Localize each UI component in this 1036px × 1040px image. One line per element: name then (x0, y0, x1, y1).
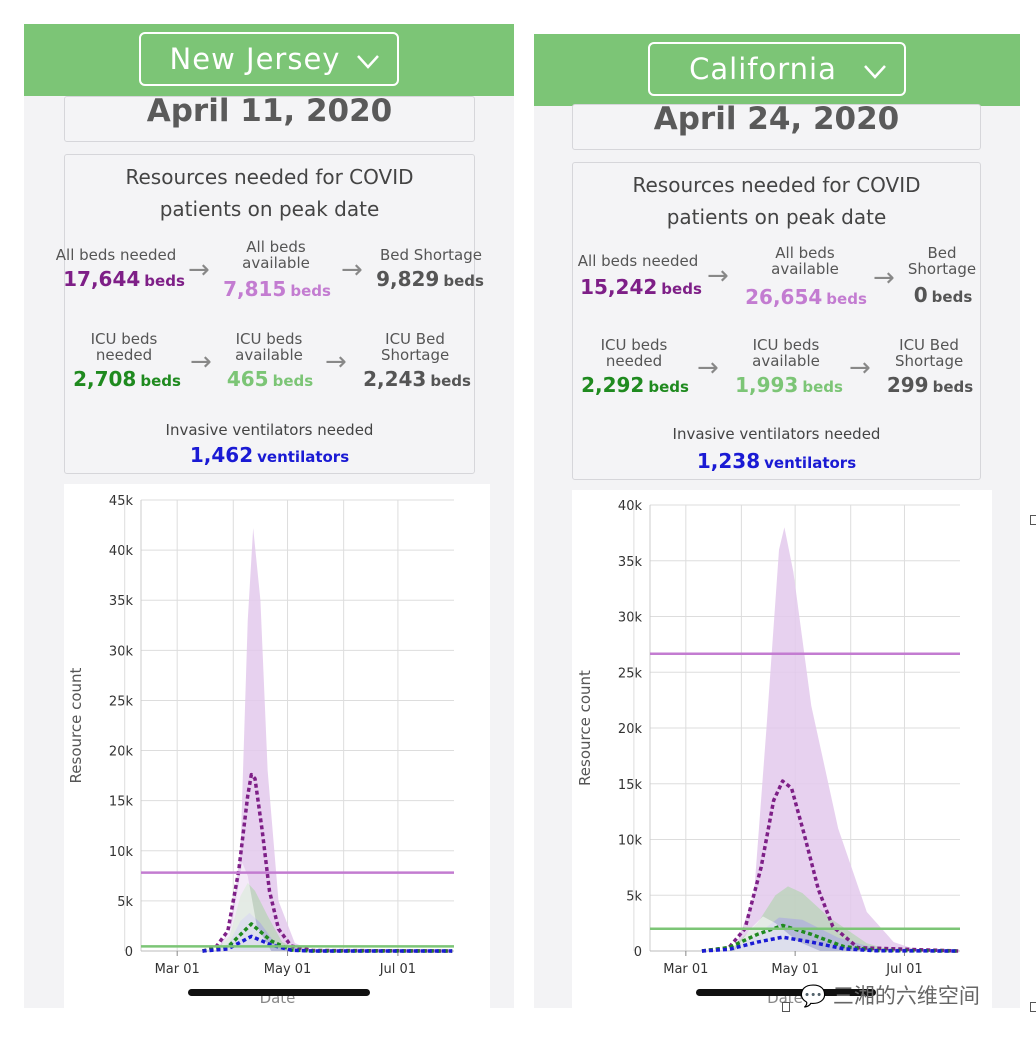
y-tick-label: 45k (109, 494, 134, 509)
resources-title: Resources needed for COVID patients on p… (632, 173, 921, 229)
all-beds-needed-label: All beds needed (577, 252, 699, 270)
icu-bed-shortage-label: ICU Bed Shortage (895, 336, 964, 370)
state-dropdown[interactable]: New Jersey (139, 32, 399, 86)
all-beds-available-value: 7,815 beds (223, 277, 331, 301)
ventilators-value: 1,238 ventilators (696, 449, 857, 473)
peak-date-card: April 11, 2020 (64, 93, 475, 142)
series-ventilators-needed (202, 934, 453, 953)
x-tick-label: Jul 01 (885, 962, 922, 977)
edge-mark (1030, 515, 1036, 525)
ventilators-label: Invasive ventilators needed (672, 425, 881, 443)
y-tick-label: 15k (109, 795, 134, 810)
y-tick-label: 0 (125, 945, 133, 960)
chevron-down-icon (864, 65, 886, 79)
panel-california: California April 24, 2020 Resources need… (534, 34, 1020, 1008)
all-beds-needed-value: 17,644 beds (63, 267, 185, 291)
series-ventilators-needed (701, 935, 959, 953)
icu-bed-shortage-value: 299 beds (886, 373, 974, 397)
y-tick-label: 10k (109, 845, 134, 860)
x-tick-label: Mar 01 (663, 962, 708, 977)
arrow-right-icon: → (190, 347, 212, 377)
home-indicator (696, 989, 876, 996)
y-tick-label: 10k (618, 834, 643, 849)
y-tick-label: 40k (618, 499, 643, 514)
y-tick-label: 35k (109, 594, 134, 609)
all-beds-available-value: 26,654 beds (745, 285, 867, 309)
state-dropdown[interactable]: California (648, 42, 906, 96)
state-dropdown-label: California (689, 52, 837, 86)
icu-beds-available-value: 465 beds (226, 367, 314, 391)
all-beds-available-label: All beds available (771, 244, 839, 278)
peak-date: April 11, 2020 (146, 93, 393, 129)
y-tick-label: 5k (117, 895, 133, 910)
all-beds-needed-value: 15,242 beds (580, 275, 702, 299)
ventilators-value: 1,462 ventilators (189, 443, 350, 467)
chevron-down-icon (357, 55, 379, 69)
icu-bed-shortage-label: ICU Bed Shortage (381, 330, 450, 364)
arrow-right-icon: → (873, 263, 895, 293)
icu-beds-needed-value: 2,292 beds (581, 373, 689, 397)
y-tick-label: 30k (618, 611, 643, 626)
bed-shortage-label: Bed Shortage (379, 246, 482, 264)
arrow-right-icon: → (341, 255, 363, 285)
y-tick-label: 35k (618, 555, 643, 570)
chat-bubble-icon: 💬 (800, 984, 827, 1008)
watermark-text: 三湘的六维空间 (832, 984, 980, 1008)
bed-shortage-value: 0 beds (913, 283, 973, 307)
state-dropdown-label: New Jersey (169, 42, 341, 76)
x-tick-label: Jul 01 (379, 962, 416, 977)
x-tick-label: May 01 (264, 962, 312, 977)
icu-beds-available-value: 1,993 beds (735, 373, 843, 397)
panel-new-jersey: New Jersey April 11, 2020 Resources need… (24, 24, 514, 1008)
uncertainty-band (734, 527, 921, 951)
resources-title: Resources needed for COVID patients on p… (125, 165, 414, 221)
y-tick-label: 15k (618, 778, 643, 793)
arrow-right-icon: → (188, 255, 210, 285)
arrow-right-icon: → (707, 261, 729, 291)
home-indicator (188, 989, 370, 996)
edge-mark (782, 1002, 790, 1012)
uncertainty-band (734, 916, 821, 951)
series-icu-beds-needed (202, 922, 453, 953)
arrow-right-icon: → (325, 347, 347, 377)
y-tick-label: 30k (109, 644, 134, 659)
icu-bed-shortage-value: 2,243 beds (363, 367, 471, 391)
x-tick-label: May 01 (771, 962, 819, 977)
arrow-right-icon: → (849, 353, 871, 383)
y-axis-label: Resource count (576, 670, 594, 786)
icu-beds-needed-label: ICU beds needed (600, 336, 668, 370)
x-tick-label: Mar 01 (155, 962, 200, 977)
y-tick-label: 20k (618, 722, 643, 737)
y-tick-label: 25k (109, 694, 134, 709)
icu-beds-available-label: ICU beds available (752, 336, 820, 370)
y-axis-label: Resource count (67, 667, 85, 783)
icu-beds-needed-label: ICU beds needed (90, 330, 158, 364)
peak-date-card: April 24, 2020 (572, 101, 981, 150)
edge-mark (1030, 1002, 1036, 1012)
y-tick-label: 0 (634, 945, 642, 960)
resources-card: Resources needed for COVID patients on p… (572, 162, 981, 480)
watermark: 💬 三湘的六维空间 (800, 980, 980, 1010)
chart-new-jersey: 0 5k 10k 15k 20k 25k 30k 35k 40k 45k Mar 01 May 01 J… (67, 494, 454, 1007)
ventilators-label: Invasive ventilators needed (165, 421, 374, 439)
all-beds-needed-label: All beds needed (55, 246, 177, 264)
bed-shortage-label: Bed Shortage (907, 244, 977, 278)
icu-beds-needed-value: 2,708 beds (73, 367, 181, 391)
all-beds-available-label: All beds available (242, 238, 310, 272)
icu-beds-available-label: ICU beds available (235, 330, 303, 364)
y-tick-label: 20k (109, 745, 134, 760)
resources-card: Resources needed for COVID patients on p… (56, 154, 484, 474)
peak-date: April 24, 2020 (653, 101, 900, 137)
uncertainty-band (215, 528, 313, 951)
bed-shortage-value: 9,829 beds (376, 267, 484, 291)
y-tick-label: 40k (109, 544, 134, 559)
arrow-right-icon: → (697, 353, 719, 383)
y-tick-label: 25k (618, 666, 643, 681)
